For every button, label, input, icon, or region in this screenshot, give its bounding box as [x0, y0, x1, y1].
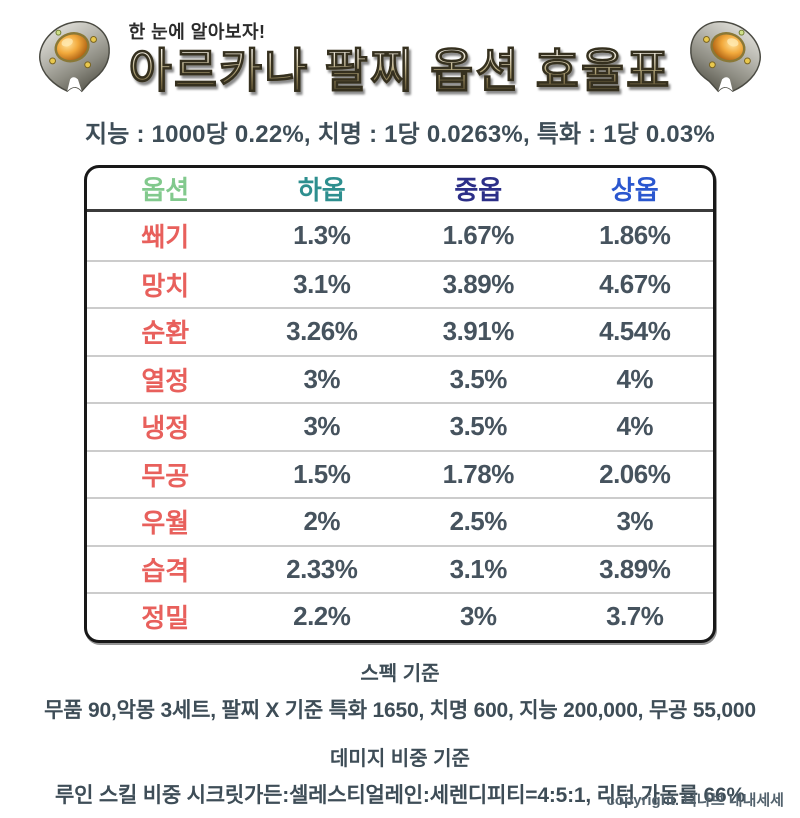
table-row: 열정 3% 3.5% 4%: [87, 354, 713, 403]
mid-value: 1.67%: [442, 220, 515, 251]
mid-value: 3.5%: [449, 411, 508, 442]
mid-value: 3.1%: [449, 553, 508, 584]
tagline: 한 눈에 알아보자!: [128, 22, 266, 43]
table-row: 쐐기 1.3% 1.67% 1.86%: [87, 212, 713, 260]
low-value: 3.26%: [286, 316, 358, 347]
option-name: 망치: [141, 270, 190, 301]
high-value: 3.7%: [606, 601, 664, 632]
mid-value: 3.89%: [442, 268, 515, 299]
damage-basis-detail: 루인 스킬 비중 시크릿가든:셀레스티얼레인:세렌디피티=4:5:1, 리턴 가…: [55, 783, 745, 807]
spec-basis-title: 스펙 기준: [360, 662, 440, 685]
table-row: 냉정 3% 3.5% 4%: [87, 402, 713, 450]
option-name: 우월: [141, 508, 190, 539]
high-value: 3%: [616, 506, 654, 537]
page-title: 아르카나 팔찌 옵션 효율표: [128, 44, 672, 98]
copyright-text: copyright. 니나브 내내세세: [606, 792, 784, 809]
mid-value: 1.78%: [442, 458, 515, 489]
table-row: 무공 1.5% 1.78% 2.06%: [87, 449, 713, 498]
high-value: 1.86%: [599, 220, 671, 251]
option-name: 냉정: [141, 413, 190, 444]
low-value: 1.3%: [293, 220, 351, 251]
high-value: 3.89%: [599, 553, 671, 584]
option-name: 습격: [141, 555, 190, 586]
option-name: 쐐기: [141, 222, 190, 253]
table-row: 정밀 2.2% 3% 3.7%: [87, 592, 713, 640]
high-value: 4.67%: [599, 268, 671, 299]
bracelet-icon: [681, 18, 769, 96]
column-header-high: 상옵: [610, 175, 659, 205]
mid-value: 3.5%: [449, 363, 508, 394]
stat-conversion-subtitle: 지능 : 1000당 0.22%, 치명 : 1당 0.0263%, 특화 : …: [85, 121, 715, 148]
mid-value: 2.5%: [449, 506, 508, 537]
high-value: 4.54%: [599, 316, 671, 347]
low-value: 3%: [303, 363, 341, 394]
column-header-option: 옵션: [141, 175, 190, 205]
option-name: 열정: [141, 365, 190, 396]
title-block: 한 눈에 알아보자! 아르카나 팔찌 옵션 효율표: [125, 18, 676, 98]
table-row: 순환 3.26% 3.91% 4.54%: [87, 307, 713, 355]
low-value: 2%: [303, 506, 341, 537]
low-value: 2.33%: [286, 553, 358, 584]
header: 한 눈에 알아보자! 아르카나 팔찌 옵션 효율표: [0, 0, 800, 100]
option-name: 정밀: [141, 603, 190, 634]
low-value: 3.1%: [293, 268, 351, 299]
high-value: 4%: [616, 411, 654, 442]
bracelet-icon: [31, 18, 119, 96]
low-value: 3%: [303, 411, 341, 442]
high-value: 2.06%: [599, 458, 671, 489]
mid-value: 3%: [459, 601, 497, 632]
high-value: 4%: [616, 363, 654, 394]
table-row: 습격 2.33% 3.1% 3.89%: [87, 544, 713, 593]
column-header-low: 하옵: [297, 175, 346, 205]
table-header-row: 옵션 하옵 중옵 상옵: [87, 168, 713, 212]
low-value: 2.2%: [293, 601, 351, 632]
footer-notes: 스펙 기준 무품 90,악몽 3세트, 팔찌 X 기준 특화 1650, 치명 …: [0, 657, 800, 809]
mid-value: 3.91%: [442, 316, 515, 347]
table-row: 우월 2% 2.5% 3%: [87, 497, 713, 545]
option-name: 순환: [141, 318, 190, 349]
efficiency-table: 옵션 하옵 중옵 상옵 쐐기 1.3% 1.67% 1.86% 망치 3.1% …: [84, 165, 716, 643]
damage-basis-title: 데미지 비중 기준: [330, 747, 470, 770]
low-value: 1.5%: [293, 458, 351, 489]
column-header-mid: 중옵: [454, 175, 503, 205]
option-name: 무공: [141, 460, 190, 491]
table-row: 망치 3.1% 3.89% 4.67%: [87, 259, 713, 308]
spec-basis-detail: 무품 90,악몽 3세트, 팔찌 X 기준 특화 1650, 치명 600, 지…: [44, 698, 756, 722]
